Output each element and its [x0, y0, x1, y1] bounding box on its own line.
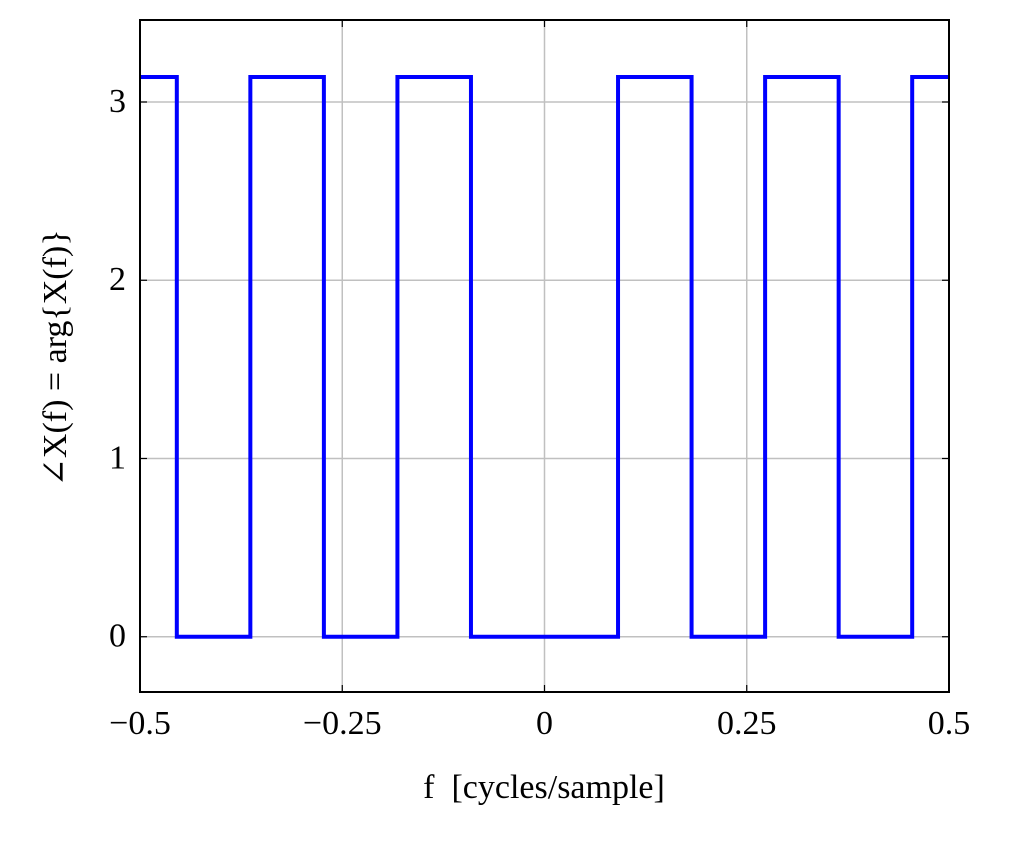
x-tick-label: 0.25 — [717, 705, 777, 742]
x-axis-label: f [cycles/sample] — [423, 769, 665, 806]
x-tick-label: −0.25 — [303, 705, 382, 742]
y-tick-label: 0 — [109, 618, 126, 655]
y-axis-label: ∠X(f) = arg{X(f)} — [37, 229, 74, 486]
y-tick-label: 1 — [109, 439, 126, 476]
y-tick-label: 3 — [109, 83, 126, 120]
data-line — [140, 75, 949, 639]
x-tick-label: −0.5 — [109, 705, 171, 742]
plot-frame — [139, 19, 950, 693]
x-tick-label: 0 — [536, 705, 553, 742]
x-tick-label: 0.5 — [928, 705, 971, 742]
y-tick-label: 2 — [109, 261, 126, 298]
